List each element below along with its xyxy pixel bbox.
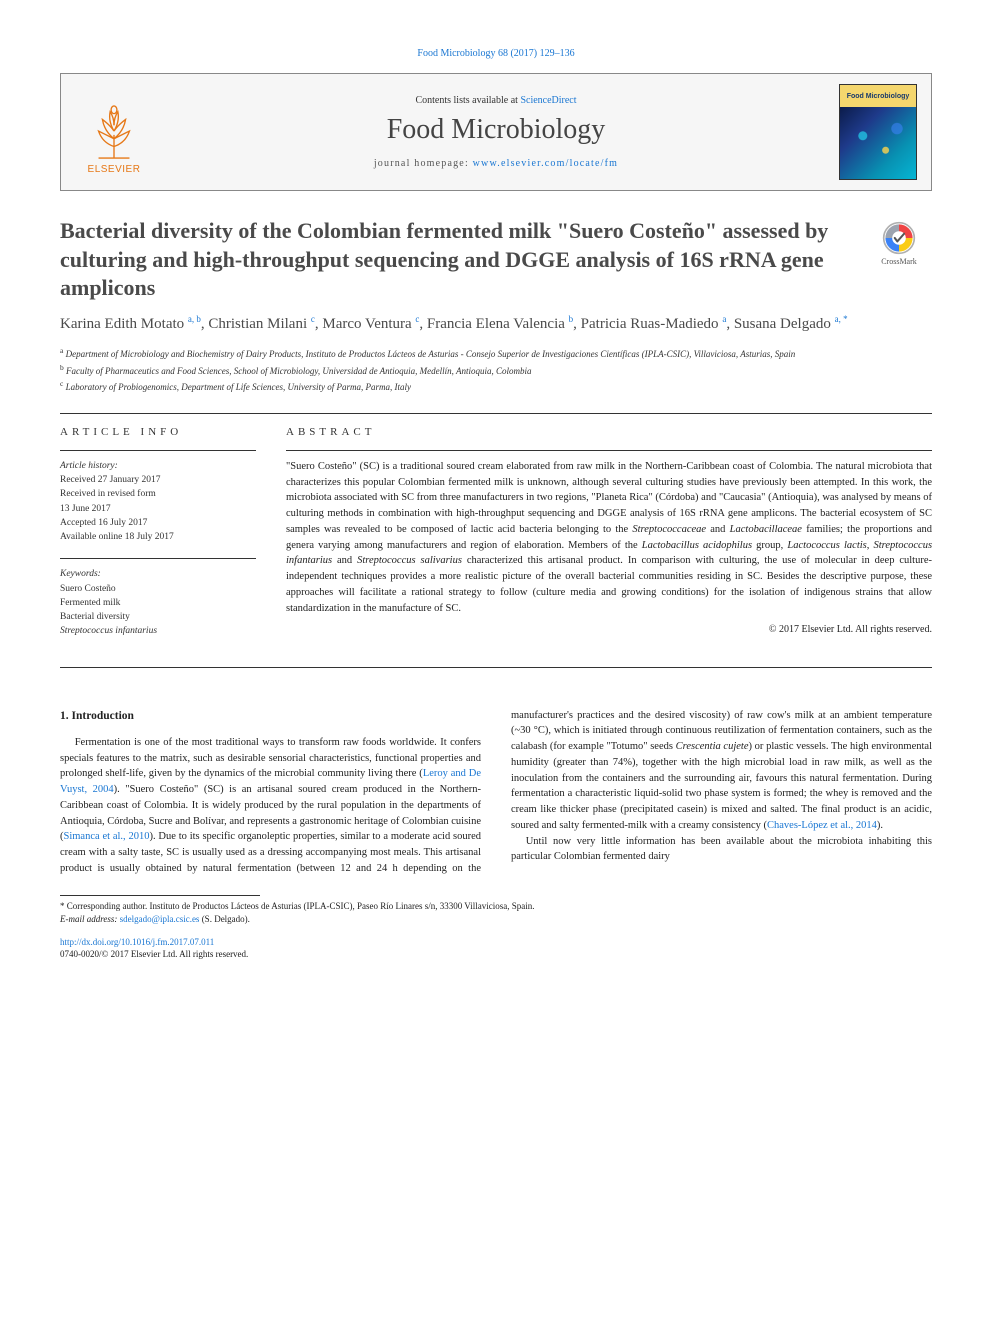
header-center: Contents lists available at ScienceDirec…: [153, 95, 839, 169]
publisher-logo: ELSEVIER: [75, 89, 153, 175]
author: Christian Milani c: [208, 316, 315, 332]
cover-banner: Food Microbiology: [840, 85, 916, 107]
author: Karina Edith Motato a, b: [60, 316, 201, 332]
keyword: Streptococcus infantarius: [60, 624, 256, 638]
cover-banner-text: Food Microbiology: [847, 93, 910, 100]
keywords-block: Keywords: Suero CosteñoFermented milkBac…: [60, 567, 256, 638]
history-line: Available online 18 July 2017: [60, 530, 256, 544]
journal-cover-thumbnail: Food Microbiology: [839, 84, 917, 180]
author: Susana Delgado a, *: [734, 316, 848, 332]
top-citation-link[interactable]: Food Microbiology 68 (2017) 129–136: [417, 48, 574, 59]
email-line: E-mail address: sdelgado@ipla.csic.es (S…: [60, 913, 932, 926]
journal-homepage-link[interactable]: www.elsevier.com/locate/fm: [473, 158, 619, 169]
corresponding-author-note: * Corresponding author. Instituto de Pro…: [60, 900, 932, 913]
contents-available-line: Contents lists available at ScienceDirec…: [153, 95, 839, 106]
journal-header: ELSEVIER Contents lists available at Sci…: [60, 73, 932, 191]
rule-info-1: [60, 450, 256, 451]
intro-paragraph-2: Until now very little information has be…: [511, 834, 932, 866]
article-title: Bacterial diversity of the Colombian fer…: [60, 217, 850, 303]
article-info-label: ARTICLE INFO: [60, 426, 256, 438]
crossmark-badge[interactable]: CrossMark: [866, 221, 932, 266]
abstract-text: "Suero Costeño" (SC) is a traditional so…: [286, 459, 932, 617]
elsevier-tree-icon: [85, 102, 143, 162]
keyword: Suero Costeño: [60, 582, 256, 596]
affiliation: b Faculty of Pharmaceutics and Food Scie…: [60, 362, 932, 379]
article-info-column: ARTICLE INFO Article history: Received 2…: [60, 426, 256, 653]
affiliations: a Department of Microbiology and Biochem…: [60, 345, 932, 395]
sciencedirect-link[interactable]: ScienceDirect: [520, 95, 576, 106]
footnotes: * Corresponding author. Instituto de Pro…: [60, 900, 932, 926]
crossmark-label: CrossMark: [881, 257, 917, 266]
citation-link[interactable]: Simanca et al., 2010: [64, 831, 150, 842]
history-line: Accepted 16 July 2017: [60, 516, 256, 530]
author: Patricia Ruas-Madiedo a: [581, 316, 727, 332]
homepage-prefix: journal homepage:: [374, 158, 473, 169]
journal-name: Food Microbiology: [153, 114, 839, 146]
article-body: 1. Introduction Fermentation is one of t…: [60, 708, 932, 877]
affiliation: a Department of Microbiology and Biochem…: [60, 345, 932, 362]
issn-copyright-line: 0740-0020/© 2017 Elsevier Ltd. All right…: [60, 948, 932, 961]
abstract-column: ABSTRACT "Suero Costeño" (SC) is a tradi…: [286, 426, 932, 653]
rule-abstract: [286, 450, 932, 451]
email-attribution: (S. Delgado).: [199, 914, 250, 924]
abstract-label: ABSTRACT: [286, 426, 932, 438]
keyword: Fermented milk: [60, 596, 256, 610]
crossmark-icon: [882, 221, 916, 255]
bottom-metadata: http://dx.doi.org/10.1016/j.fm.2017.07.0…: [60, 936, 932, 961]
history-line: 13 June 2017: [60, 502, 256, 516]
rule-bottom: [60, 667, 932, 668]
doi-link[interactable]: http://dx.doi.org/10.1016/j.fm.2017.07.0…: [60, 937, 214, 947]
author-list: Karina Edith Motato a, b, Christian Mila…: [60, 313, 932, 336]
history-line: Received in revised form: [60, 487, 256, 501]
corresponding-email-link[interactable]: sdelgado@ipla.csic.es: [120, 914, 200, 924]
article-history: Article history: Received 27 January 201…: [60, 459, 256, 545]
history-label: Article history:: [60, 459, 256, 473]
rule-top: [60, 413, 932, 414]
author: Francia Elena Valencia b: [427, 316, 573, 332]
citation-link[interactable]: Chaves-López et al., 2014: [767, 820, 877, 831]
top-citation: Food Microbiology 68 (2017) 129–136: [60, 48, 932, 59]
citation-link[interactable]: Leroy and De Vuyst, 2004: [60, 768, 481, 795]
keyword: Bacterial diversity: [60, 610, 256, 624]
email-label: E-mail address:: [60, 914, 120, 924]
rule-info-2: [60, 558, 256, 559]
section-heading-intro: 1. Introduction: [60, 708, 481, 725]
cover-image: [840, 107, 916, 179]
history-line: Received 27 January 2017: [60, 473, 256, 487]
journal-homepage-line: journal homepage: www.elsevier.com/locat…: [153, 158, 839, 169]
footnote-separator: [60, 895, 260, 896]
abstract-copyright: © 2017 Elsevier Ltd. All rights reserved…: [286, 624, 932, 635]
contents-prefix: Contents lists available at: [415, 95, 520, 106]
keywords-label: Keywords:: [60, 567, 256, 581]
publisher-name: ELSEVIER: [88, 164, 141, 175]
author: Marco Ventura c: [322, 316, 419, 332]
affiliation: c Laboratory of Probiogenomics, Departme…: [60, 378, 932, 395]
